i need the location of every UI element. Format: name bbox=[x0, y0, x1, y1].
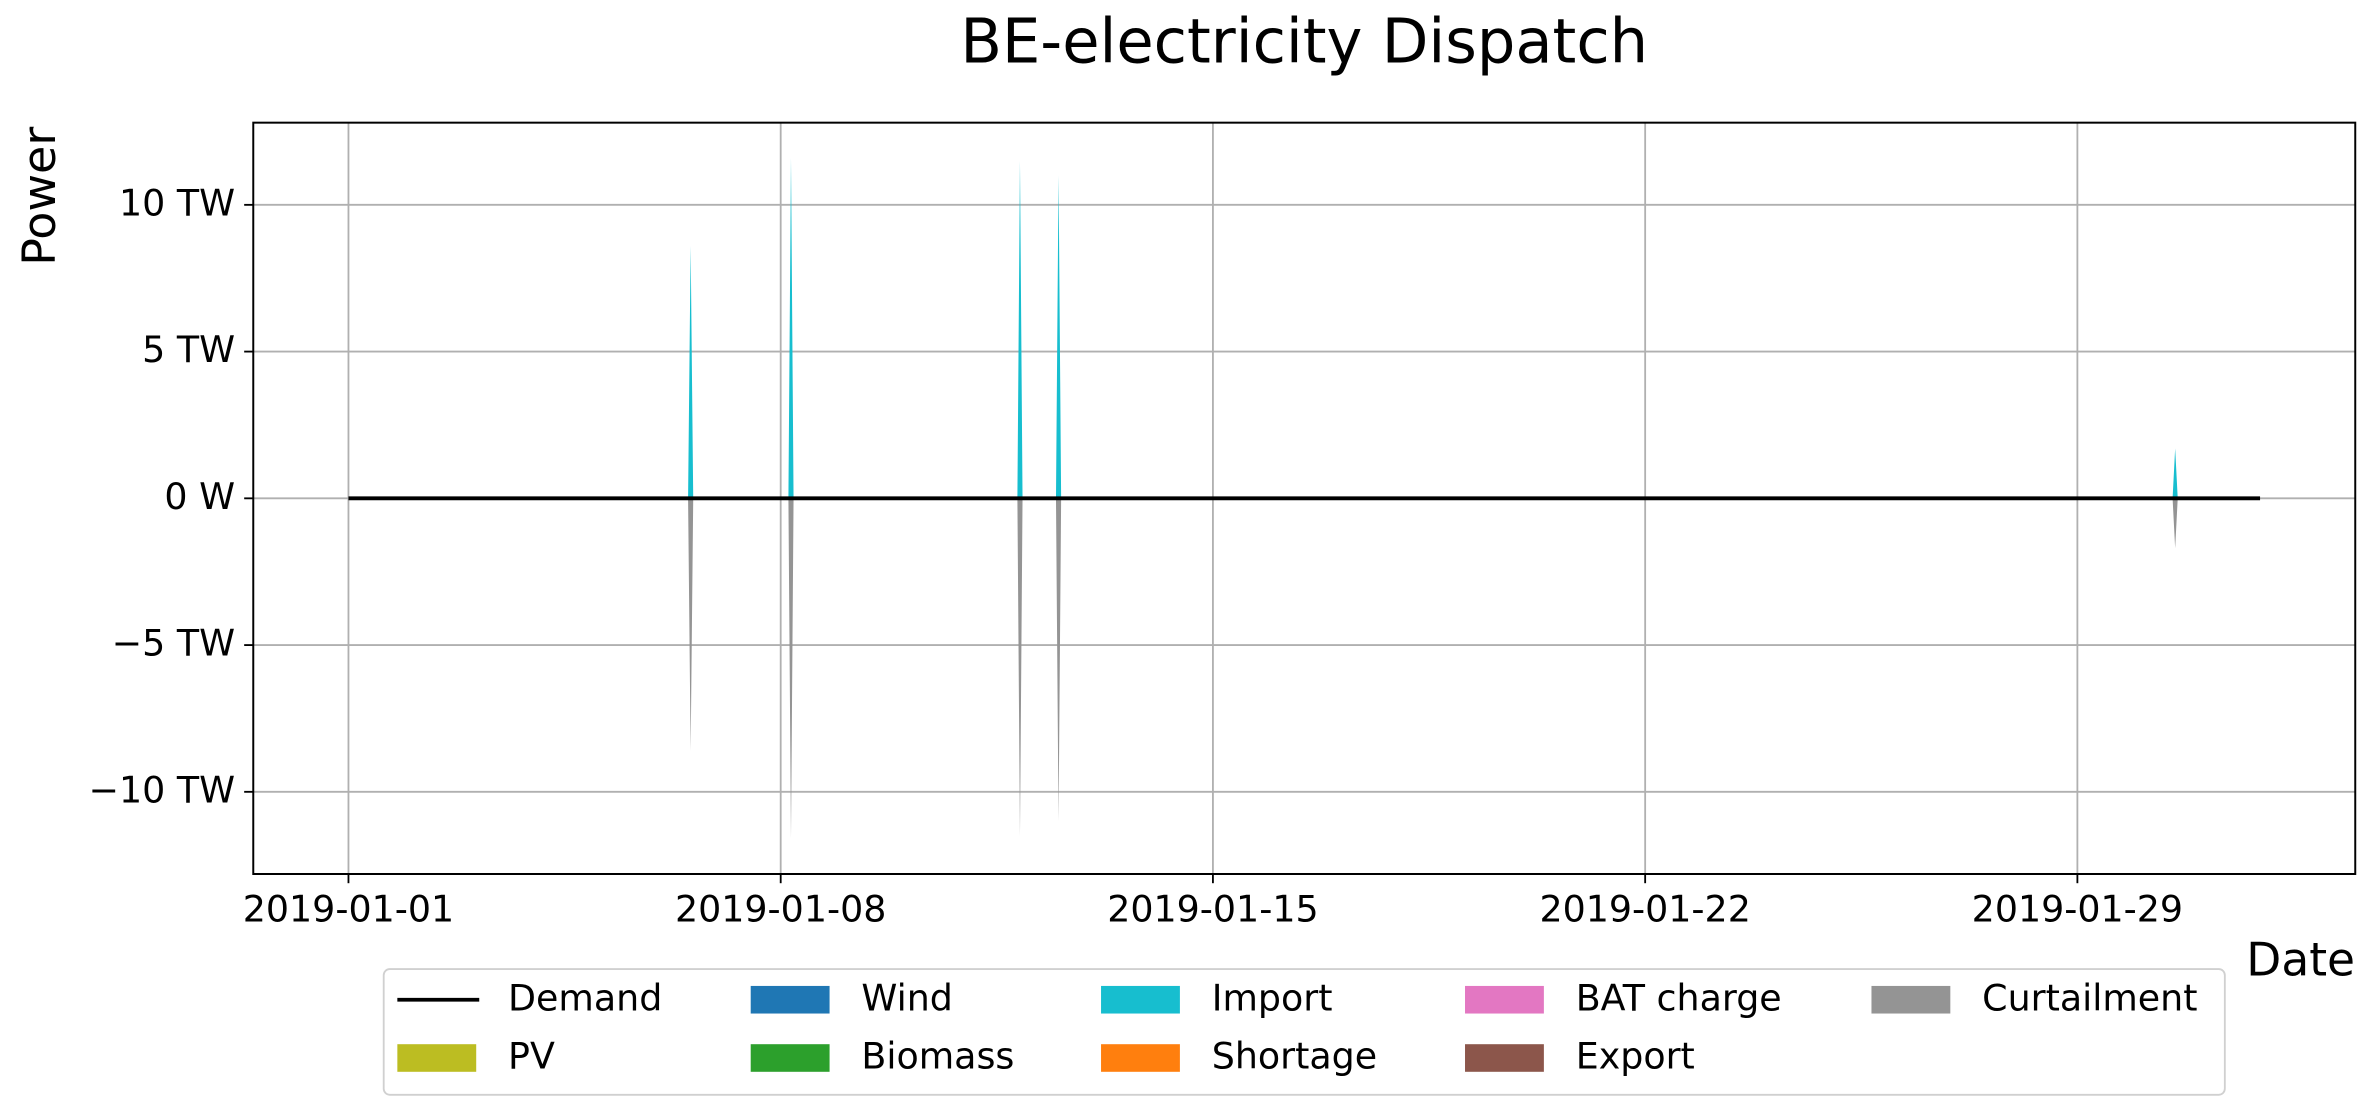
legend-label: BAT charge bbox=[1576, 976, 1782, 1019]
legend-label: PV bbox=[508, 1034, 555, 1077]
legend-swatch bbox=[397, 1044, 477, 1072]
legend-label: Biomass bbox=[861, 1034, 1014, 1077]
legend-label: Shortage bbox=[1212, 1034, 1377, 1077]
legend-swatch bbox=[750, 985, 830, 1014]
legend-label: Wind bbox=[861, 976, 952, 1019]
legend-swatch bbox=[1465, 985, 1544, 1014]
chart-title: BE-electricity Dispatch bbox=[960, 6, 1648, 77]
area bbox=[348, 157, 2261, 499]
legend-swatch bbox=[1871, 985, 1951, 1014]
x-tick-label: 2019-01-29 bbox=[1972, 887, 2183, 930]
legend-label: Import bbox=[1212, 976, 1333, 1019]
x-tick-label: 2019-01-22 bbox=[1539, 887, 1750, 930]
legend-swatch bbox=[1101, 985, 1180, 1014]
x-axis-label: Date bbox=[2246, 933, 2355, 986]
y-tick-label: 0 W bbox=[164, 475, 235, 518]
y-axis-label: Power bbox=[13, 127, 66, 266]
legend-swatch bbox=[750, 1044, 830, 1072]
area bbox=[348, 157, 2261, 499]
legend-label: Curtailment bbox=[1982, 976, 2197, 1019]
y-tick-label: −5 TW bbox=[112, 621, 235, 664]
data-layer bbox=[348, 157, 2261, 839]
y-tick-label: 5 TW bbox=[142, 328, 235, 371]
plot-frame bbox=[252, 121, 2357, 875]
y-tick-label: 10 TW bbox=[119, 181, 235, 224]
area bbox=[348, 498, 2261, 839]
x-tick-label: 2019-01-01 bbox=[243, 887, 454, 930]
x-tick-label: 2019-01-15 bbox=[1107, 887, 1318, 930]
x-tick-label: 2019-01-08 bbox=[675, 887, 886, 930]
legend-swatch bbox=[1101, 1044, 1180, 1072]
y-tick-label: −10 TW bbox=[89, 768, 236, 811]
legend-swatch bbox=[1465, 1044, 1544, 1072]
legend-label: Export bbox=[1576, 1034, 1695, 1077]
legend-box bbox=[382, 968, 2226, 1096]
area bbox=[348, 157, 2261, 499]
area bbox=[348, 157, 2261, 499]
legend-label: Demand bbox=[508, 976, 662, 1019]
